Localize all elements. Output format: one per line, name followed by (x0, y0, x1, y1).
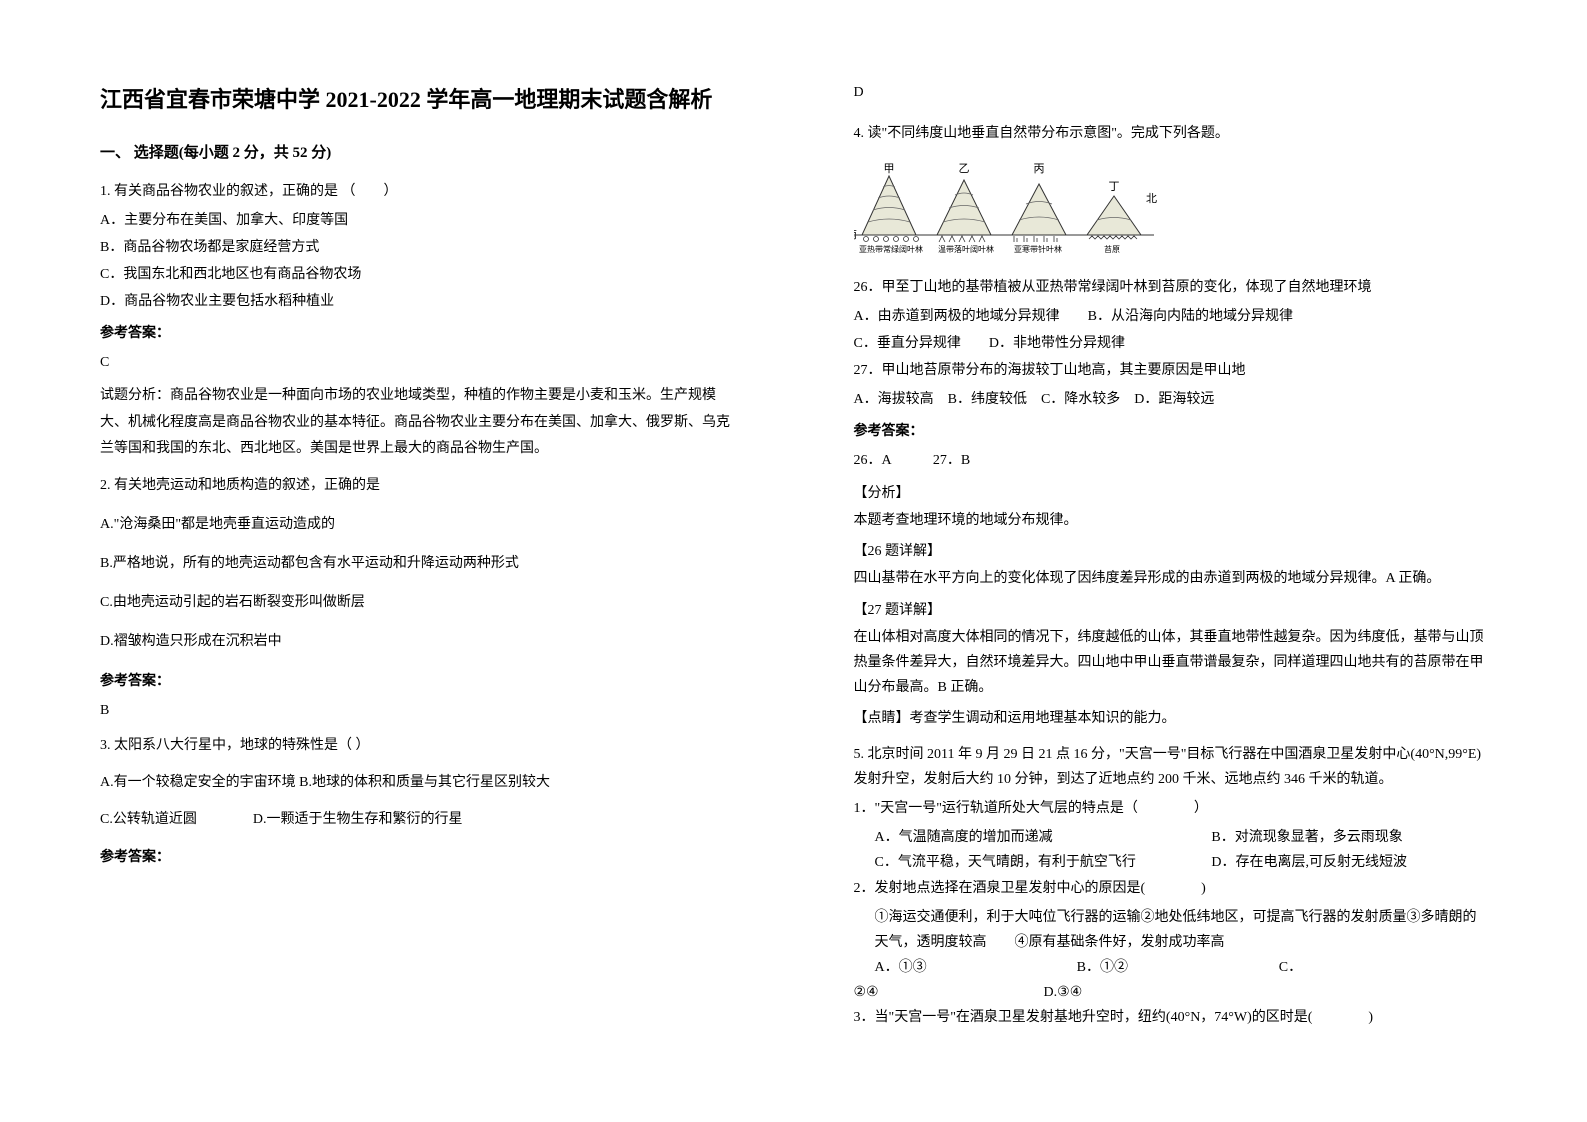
answer-label: 参考答案： (100, 321, 734, 346)
answer-label: 参考答案： (854, 419, 1488, 444)
q3-opt-cd: C.公转轨道近圆 D.一颗适于生物生存和繁衍的行星 (100, 807, 734, 832)
q5-s2-b: B．①② (1077, 955, 1279, 980)
q1-text: 1. 有关商品谷物农业的叙述，正确的是 （ ） (100, 179, 734, 204)
d27-label: 【27 题详解】 (854, 598, 1488, 623)
q5-s1: 1．"天宫一号"运行轨道所处大气层的特点是（ ） (854, 796, 1488, 821)
q2-opt-c: C.由地壳运动引起的岩石断裂变形叫做断层 (100, 590, 734, 615)
q1-opt-b: B．商品谷物农场都是家庭经营方式 (100, 235, 734, 260)
question-3: 3. 太阳系八大行星中，地球的特殊性是（ ） A.有一个较稳定安全的宇宙环境 B… (100, 733, 734, 870)
q5-s2-c: C． (1279, 955, 1302, 980)
q26-opt-cd: C．垂直分异规律 D．非地带性分异规律 (854, 331, 1488, 356)
question-1: 1. 有关商品谷物农业的叙述，正确的是 （ ） A．主要分布在美国、加拿大、印度… (100, 179, 734, 463)
mountain-ding (1087, 196, 1141, 235)
q27-text: 27．甲山地苔原带分布的海拔较丁山地高，其主要原因是甲山地 (854, 358, 1488, 383)
doc-title: 江西省宜春市荣塘中学 2021-2022 学年高一地理期末试题含解析 (100, 80, 734, 120)
label-bing: 丙 (1033, 163, 1044, 175)
q26-text: 26．甲至丁山地的基带植被从亚热带常绿阔叶林到苔原的变化，体现了自然地理环境 (854, 275, 1488, 300)
base-label-1: 亚热带常绿阔叶林 (859, 244, 923, 254)
q5-s1-c: C．气流平稳，天气晴朗，有利于航空飞行 (875, 850, 1212, 875)
q5-s1-a: A．气温随高度的增加而递减 (875, 825, 1212, 850)
label-north: 北 (1146, 192, 1157, 205)
q3-answer: D (854, 80, 1488, 105)
q2-opt-b: B.严格地说，所有的地壳运动都包含有水平运动和升降运动两种形式 (100, 551, 734, 576)
label-ding: 丁 (1108, 181, 1119, 193)
label-yi: 乙 (958, 162, 969, 175)
label-jia: 甲 (883, 163, 894, 175)
q4-answer: 26．A 27．B (854, 448, 1488, 473)
q2-text: 2. 有关地壳运动和地质构造的叙述，正确的是 (100, 473, 734, 498)
d26-text: 四山基带在水平方向上的变化体现了因纬度差异形成的由赤道到两极的地域分异规律。A … (854, 566, 1488, 591)
q27-opts: A．海拔较高 B．纬度较低 C．降水较多 D．距海较远 (854, 387, 1488, 412)
q1-opt-a: A．主要分布在美国、加拿大、印度等国 (100, 208, 734, 233)
fenxi-text: 本题考查地理环境的地域分布规律。 (854, 508, 1488, 533)
q5-s1-b: B．对流现象显著，多云雨现象 (1211, 825, 1402, 850)
answer-label: 参考答案： (100, 669, 734, 694)
q3-opt-ab: A.有一个较稳定安全的宇宙环境 B.地球的体积和质量与其它行星区别较大 (100, 770, 734, 795)
question-4: 4. 读"不同纬度山地垂直自然带分布示意图"。完成下列各题。 甲 南 乙 丙 丁 (854, 121, 1488, 731)
question-2: 2. 有关地壳运动和地质构造的叙述，正确的是 A."沧海桑田"都是地壳垂直运动造… (100, 473, 734, 723)
mountain-jia (862, 176, 916, 235)
q5-s2: 2．发射地点选择在酒泉卫星发射中心的原因是( ) (854, 876, 1488, 901)
q5-s2-d: D.③④ (1044, 980, 1083, 1005)
q2-answer: B (100, 698, 734, 723)
q3-text: 3. 太阳系八大行星中，地球的特殊性是（ ） (100, 733, 734, 758)
q2-opt-a: A."沧海桑田"都是地壳垂直运动造成的 (100, 512, 734, 537)
q5-s2-text: ①海运交通便利，利于大吨位飞行器的运输②地处低纬地区，可提高飞行器的发射质量③多… (875, 905, 1488, 955)
answer-label: 参考答案： (100, 845, 734, 870)
dianjing-label: 【点睛】考查学生调动和运用地理基本知识的能力。 (854, 706, 1488, 731)
mountain-yi (937, 180, 991, 235)
mountain-diagram: 甲 南 乙 丙 丁 北 (854, 160, 1194, 255)
base-symbols (863, 236, 1137, 242)
q1-opt-c: C．我国东北和西北地区也有商品谷物农场 (100, 262, 734, 287)
q1-analysis: 试题分析：商品谷物农业是一种面向市场的农业地域类型，种植的作物主要是小麦和玉米。… (100, 383, 734, 463)
q5-s2-a: A．①③ (875, 955, 1077, 980)
d26-label: 【26 题详解】 (854, 539, 1488, 564)
q5-text: 5. 北京时间 2011 年 9 月 29 日 21 点 16 分，"天宫一号"… (854, 742, 1488, 792)
d27-text: 在山体相对高度大体相同的情况下，纬度越低的山体，其垂直地带性越复杂。因为纬度低，… (854, 625, 1488, 701)
base-label-4: 苔原 (1104, 244, 1120, 254)
q4-text: 4. 读"不同纬度山地垂直自然带分布示意图"。完成下列各题。 (854, 121, 1488, 146)
fenxi-label: 【分析】 (854, 481, 1488, 506)
mountain-bing (1012, 184, 1066, 235)
q1-opt-d: D．商品谷物农业主要包括水稻种植业 (100, 289, 734, 314)
q5-s3: 3．当"天宫一号"在酒泉卫星发射基地升空时，纽约(40°N，74°W)的区时是(… (854, 1005, 1488, 1030)
base-label-2: 温带落叶阔叶林 (938, 244, 994, 254)
q26-opt-ab: A．由赤道到两极的地域分异规律 B．从沿海向内陆的地域分异规律 (854, 304, 1488, 329)
question-5: 5. 北京时间 2011 年 9 月 29 日 21 点 16 分，"天宫一号"… (854, 742, 1488, 1031)
section-heading: 一、 选择题(每小题 2 分，共 52 分) (100, 140, 734, 167)
q5-s2-c2: ②④ (854, 980, 1044, 1005)
q5-s1-d: D．存在电离层,可反射无线短波 (1211, 850, 1407, 875)
base-label-3: 亚寒带针叶林 (1014, 244, 1062, 254)
q2-opt-d: D.褶皱构造只形成在沉积岩中 (100, 629, 734, 654)
q1-answer: C (100, 350, 734, 375)
